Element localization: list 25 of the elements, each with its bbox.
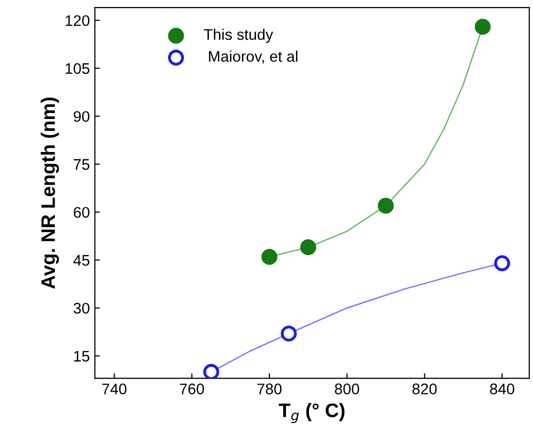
y-tick-label: 90	[74, 111, 90, 122]
y-tick-label: 15	[74, 350, 90, 362]
point	[494, 255, 510, 272]
y-tick-label: 105	[66, 63, 90, 74]
y-tick-label: 120	[66, 15, 90, 26]
x-tick-label: 760	[180, 384, 204, 394]
point	[203, 364, 220, 378]
point	[474, 18, 491, 35]
x-tick-label: 800	[334, 384, 360, 394]
y-tick-label: 30	[74, 302, 90, 314]
x-tick-label: 740	[102, 384, 126, 394]
point	[378, 198, 394, 214]
x-axis-title: T$_{g}$ (° C)	[278, 402, 344, 424]
x-tick-label: 780	[257, 384, 282, 394]
legend-label: This study	[204, 28, 274, 43]
point	[280, 326, 297, 342]
y-tick-label: 75	[74, 159, 90, 170]
y-tick-label: 45	[73, 255, 90, 266]
point	[300, 239, 316, 256]
x-tick-label: 820	[412, 384, 437, 394]
x-tick-label: 840	[490, 384, 514, 394]
y-tick-label: 60	[74, 206, 90, 218]
point	[261, 248, 278, 265]
y-axis-title: Avg. NR Length (nm)	[40, 98, 59, 289]
legend-label: Maiorov, et al	[209, 50, 298, 64]
